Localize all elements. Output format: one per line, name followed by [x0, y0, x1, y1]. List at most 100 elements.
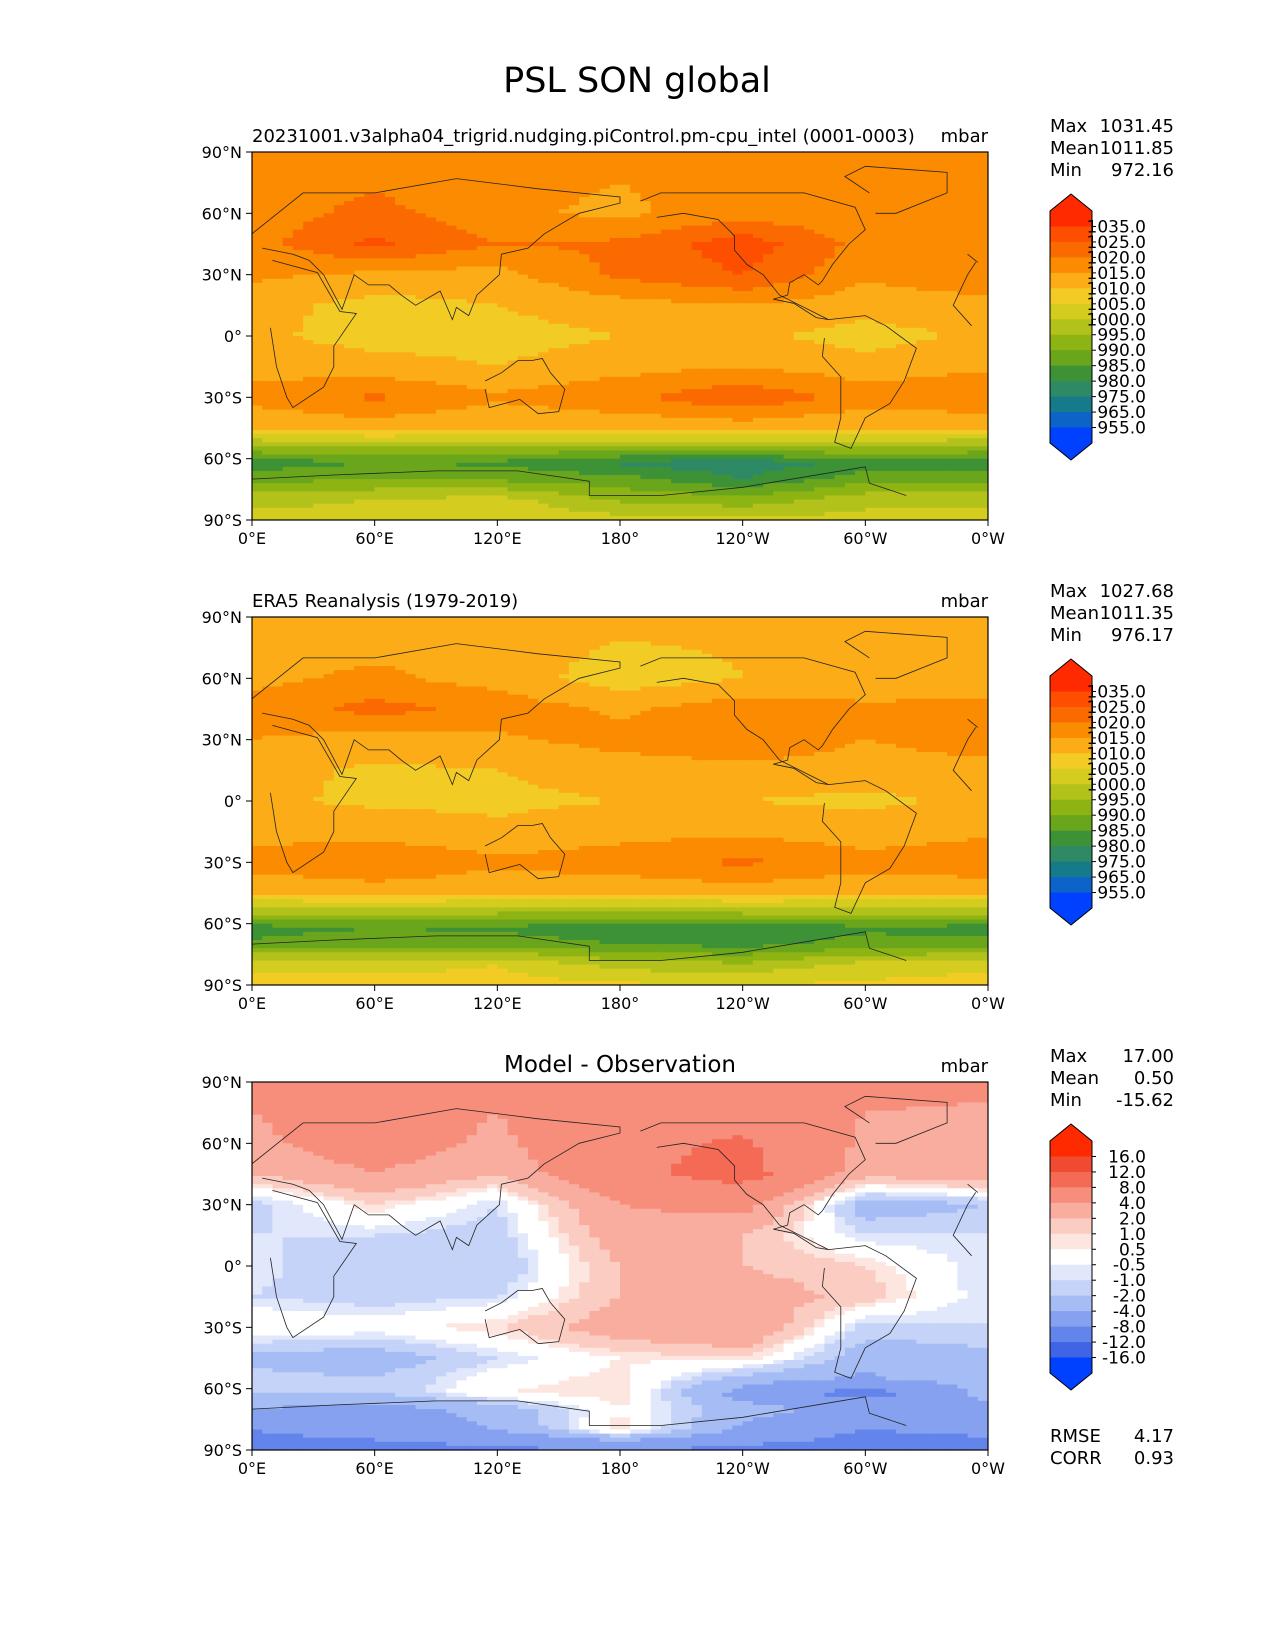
y-tick-label: 90°N: [202, 1073, 242, 1092]
x-tick-label: 0°E: [238, 994, 266, 1013]
colorbar: 1035.01025.01020.01015.01010.01005.01000…: [1049, 193, 1146, 461]
x-tick-label: 0°W: [971, 994, 1005, 1013]
coastline: [952, 727, 977, 792]
colorbar-label: 990.0: [1097, 341, 1146, 361]
colorbar-label: 1015.0: [1087, 729, 1146, 749]
coastlines: [252, 165, 979, 496]
x-tick-label: 0°E: [238, 1459, 266, 1478]
colorbar-label: 12.0: [1108, 1163, 1146, 1183]
x-tick-label: 180°: [601, 994, 640, 1013]
colorbar-swatch: [1050, 412, 1092, 429]
colorbar-label: 1010.0: [1087, 279, 1146, 299]
coastline: [844, 630, 948, 679]
colorbar-label: -1.0: [1113, 1271, 1146, 1291]
colorbar-swatch: [1050, 753, 1092, 770]
colorbar-label: 1.0: [1119, 1225, 1146, 1245]
panel-units: mbar: [941, 1056, 989, 1077]
x-tick-label: 120°W: [715, 1459, 770, 1478]
colorbar-outline: [1049, 658, 1093, 926]
colorbar-label: 2.0: [1119, 1209, 1146, 1229]
colorbar-swatch: [1050, 799, 1092, 816]
colorbar-swatch: [1050, 381, 1092, 398]
y-tick-label: 30°N: [202, 266, 242, 285]
stat-value: 0.50: [1134, 1068, 1174, 1089]
coastline: [952, 1192, 977, 1257]
colorbar-swatch: [1050, 815, 1092, 832]
colorbar-swatch: [1050, 272, 1092, 289]
colorbar-label: 975.0: [1097, 853, 1146, 873]
colorbar-swatch: [1050, 1249, 1092, 1266]
y-tick-label: 30°N: [202, 1196, 242, 1215]
y-tick-label: 90°N: [202, 608, 242, 627]
coastline: [952, 262, 977, 327]
coastline: [821, 315, 917, 449]
x-tick-label: 0°W: [971, 529, 1005, 548]
colorbar-swatch: [1050, 334, 1092, 351]
colorbar-label: 4.0: [1119, 1194, 1146, 1214]
x-tick-label: 120°E: [473, 529, 522, 548]
y-tick-label: 0°: [224, 1257, 242, 1276]
colorbar-min-extend: [1050, 908, 1092, 925]
colorbar-label: 995.0: [1097, 791, 1146, 811]
y-tick-label: 30°N: [202, 731, 242, 750]
colorbar-label: 990.0: [1097, 806, 1146, 826]
x-tick-label: 60°W: [843, 994, 887, 1013]
coastline: [252, 643, 621, 786]
colorbar-label: 1025.0: [1087, 698, 1146, 718]
panel-left-label: ERA5 Reanalysis (1979-2019): [252, 591, 518, 612]
colorbar: 16.012.08.04.02.01.00.5-0.5-1.0-2.0-4.0-…: [1049, 1123, 1146, 1391]
colorbar-swatch: [1050, 737, 1092, 754]
stat-value: 17.00: [1122, 1046, 1174, 1067]
colorbar-swatch: [1050, 1187, 1092, 1204]
x-tick-label: 120°W: [715, 994, 770, 1013]
y-tick-label: 60°S: [203, 1380, 242, 1399]
colorbar-swatch: [1050, 676, 1092, 692]
colorbar-swatch: [1050, 1280, 1092, 1297]
panel-units: mbar: [941, 126, 989, 147]
colorbar-swatch: [1050, 1264, 1092, 1281]
x-tick-label: 0°E: [238, 529, 266, 548]
colorbar-label: 0.5: [1119, 1240, 1146, 1260]
stat-value: 1027.68: [1100, 581, 1174, 602]
coastline: [484, 358, 566, 415]
x-tick-label: 120°W: [715, 529, 770, 548]
colorbar-label: -2.0: [1113, 1287, 1146, 1307]
stat-label: Max: [1050, 581, 1088, 602]
coastline: [844, 165, 948, 214]
colorbar-label: 980.0: [1097, 372, 1146, 392]
colorbar-swatch: [1050, 1202, 1092, 1219]
y-tick-label: 60°S: [203, 915, 242, 934]
stat-label: Min: [1050, 625, 1082, 646]
stat-label: Mean: [1050, 1068, 1099, 1089]
coastline: [270, 725, 358, 874]
colorbar-swatch: [1050, 830, 1092, 847]
colorbar-label: 1015.0: [1087, 264, 1146, 284]
x-tick-label: 120°E: [473, 994, 522, 1013]
colorbar-swatch: [1050, 846, 1092, 863]
colorbar-label: 1035.0: [1087, 217, 1146, 237]
stat-label: Max: [1050, 1046, 1088, 1067]
colorbar-label: 1000.0: [1087, 775, 1146, 795]
colorbar-label: -16.0: [1102, 1349, 1146, 1369]
y-tick-label: 90°S: [203, 511, 242, 530]
map-field: [252, 1082, 988, 1450]
colorbar-swatch: [1050, 241, 1092, 258]
colorbar-swatch: [1050, 288, 1092, 305]
coastline: [967, 1183, 979, 1193]
rmse-value: 4.17: [1134, 1426, 1174, 1447]
stat-value: -15.62: [1116, 1090, 1174, 1111]
x-tick-label: 120°E: [473, 1459, 522, 1478]
colorbar-min-extend: [1050, 443, 1092, 460]
colorbar-label: 955.0: [1097, 884, 1146, 904]
y-tick-label: 30°S: [203, 388, 242, 407]
stat-label: Mean: [1050, 138, 1099, 159]
coastline: [484, 823, 566, 880]
x-tick-label: 180°: [601, 529, 640, 548]
coastline: [270, 1190, 358, 1339]
y-tick-label: 0°: [224, 792, 242, 811]
coastline: [640, 192, 866, 320]
stat-value: 1011.85: [1100, 138, 1174, 159]
panel-title: Model - Observation: [504, 1052, 736, 1078]
colorbar-max-extend: [1050, 1124, 1092, 1141]
colorbar-swatch: [1050, 1342, 1092, 1359]
